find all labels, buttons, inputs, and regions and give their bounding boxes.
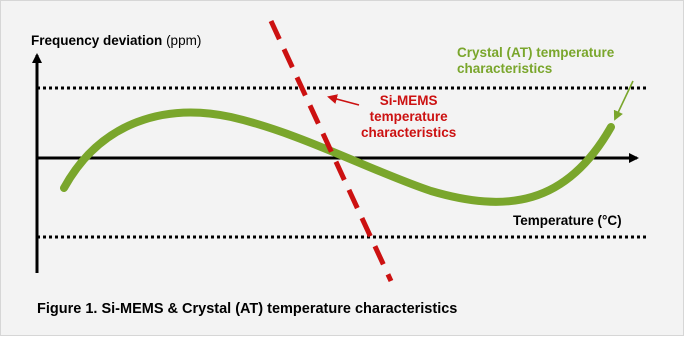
crystal-label-line1: Crystal (AT) temperature bbox=[457, 45, 615, 60]
crystal-callout-arrow bbox=[613, 80, 634, 121]
crystal-curve-label: Crystal (AT) temperature characteristics bbox=[457, 45, 614, 77]
mems-label-line2: temperature bbox=[369, 109, 448, 124]
mems-line bbox=[268, 19, 394, 283]
y-axis-title-text: Frequency deviation bbox=[31, 33, 163, 48]
mems-line-label: Si-MEMS temperature characteristics bbox=[361, 93, 456, 141]
mems-label-line3: characteristics bbox=[361, 125, 457, 140]
y-axis-unit: (ppm) bbox=[166, 33, 202, 48]
y-axis-title: Frequency deviation (ppm) bbox=[31, 33, 201, 48]
x-axis-title: Temperature (°C) bbox=[513, 213, 622, 228]
mems-label-line1: Si-MEMS bbox=[379, 93, 438, 108]
mems-callout-arrow bbox=[327, 94, 360, 106]
crystal-label-line2: characteristics bbox=[457, 61, 553, 76]
crystal-curve bbox=[60, 108, 615, 206]
figure-caption: Figure 1. Si-MEMS & Crystal (AT) tempera… bbox=[37, 301, 458, 317]
